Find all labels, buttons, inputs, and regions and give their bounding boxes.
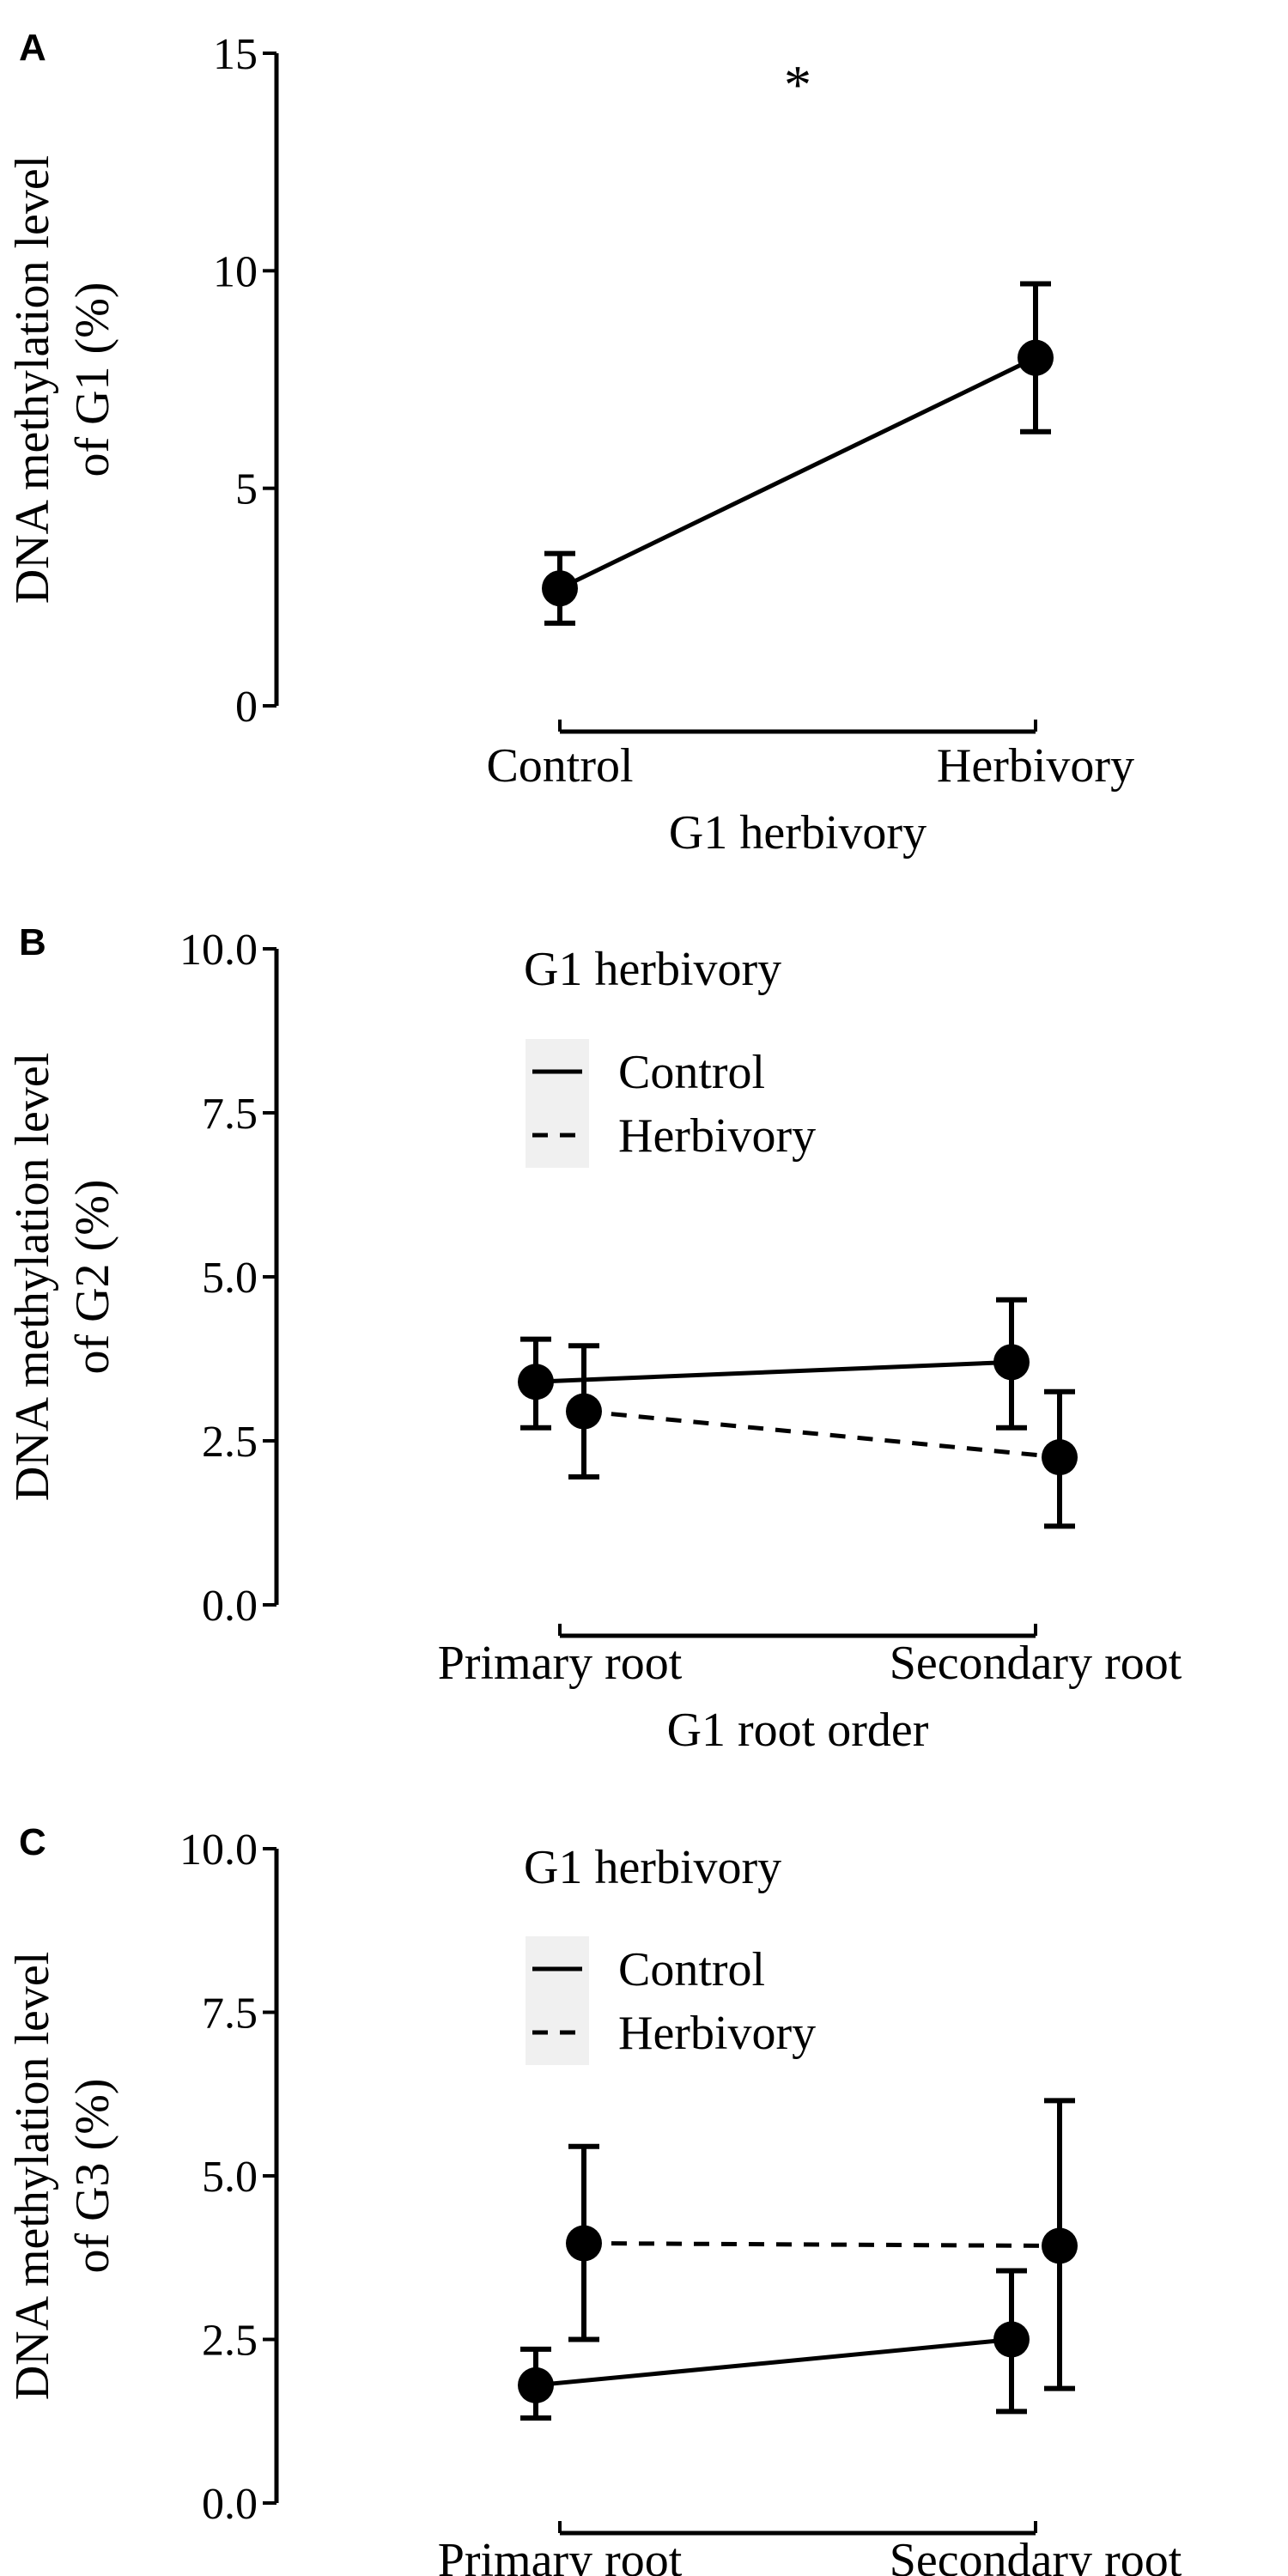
y-tick-label: 0.0 bbox=[202, 2480, 258, 2529]
legend-label: Control bbox=[618, 1046, 765, 1099]
data-point bbox=[518, 2366, 554, 2403]
panel-label: C bbox=[19, 1821, 46, 1863]
x-tick-label: Control bbox=[486, 739, 633, 793]
y-tick-label: 7.5 bbox=[202, 1090, 258, 1139]
chart-panel-a: A 0 5 10 15 DNA methylation level of G1 (%) Con… bbox=[6, 27, 1134, 860]
data-point bbox=[1042, 1439, 1078, 1476]
series-0 bbox=[518, 2268, 1030, 2421]
significance-annotation: * bbox=[784, 54, 811, 115]
x-tick-label: Herbivory bbox=[937, 739, 1134, 793]
panel-label: B bbox=[19, 921, 46, 963]
legend-key-background bbox=[526, 1039, 589, 1168]
chart-panel-c: C 0.0 2.5 5.0 7.5 10.0 DNA methylation level of… bbox=[6, 1821, 1182, 2576]
x-tick-label: Secondary root bbox=[890, 1637, 1182, 1690]
data-point bbox=[1042, 2227, 1078, 2264]
series-line bbox=[558, 355, 1037, 591]
data-point bbox=[518, 1364, 554, 1400]
y-axis-title-line: DNA methylation level bbox=[6, 1952, 59, 2401]
x-axis-title: G1 herbivory bbox=[669, 806, 927, 860]
legend-label: Herbivory bbox=[618, 1109, 816, 1163]
legend-title: G1 herbivory bbox=[524, 943, 781, 996]
y-tick-label: 5.0 bbox=[202, 2153, 258, 2202]
legend-label: Control bbox=[618, 1943, 765, 1996]
x-tick-label: Primary root bbox=[438, 1637, 683, 1690]
legend: G1 herbivory Control Herbivory bbox=[524, 943, 816, 1168]
y-tick-label: 10 bbox=[213, 247, 258, 296]
y-tick-label: 10.0 bbox=[179, 926, 258, 975]
data-point bbox=[542, 570, 578, 607]
x-tick-label: Primary root bbox=[438, 2534, 683, 2576]
series-1 bbox=[566, 2098, 1078, 2391]
legend-label: Herbivory bbox=[618, 2007, 816, 2060]
chart-panel-b: B 0.0 2.5 5.0 7.5 10.0 DNA methylation level of… bbox=[6, 921, 1182, 1757]
x-tick-label: Secondary root bbox=[890, 2534, 1182, 2576]
legend-title: G1 herbivory bbox=[524, 1841, 781, 1894]
series-0 bbox=[518, 1297, 1030, 1431]
series-0 bbox=[542, 281, 1054, 626]
y-axis-title-line: of G3 (%) bbox=[66, 2078, 119, 2273]
y-tick-label: 2.5 bbox=[202, 1418, 258, 1467]
series-line bbox=[583, 1409, 1060, 1460]
y-axis-title-line: of G1 (%) bbox=[66, 282, 119, 477]
y-axis-title-line: of G2 (%) bbox=[66, 1179, 119, 1374]
x-axis-title: G1 root order bbox=[667, 1704, 929, 1757]
panel-label: A bbox=[19, 27, 46, 69]
legend: G1 herbivory Control Herbivory bbox=[524, 1841, 816, 2065]
legend-key-background bbox=[526, 1936, 589, 2065]
y-tick-label: 7.5 bbox=[202, 1990, 258, 2038]
y-tick-label: 10.0 bbox=[179, 1826, 258, 1874]
data-point bbox=[993, 2321, 1030, 2358]
y-tick-label: 15 bbox=[213, 30, 258, 79]
data-point bbox=[566, 1393, 602, 1430]
y-tick-label: 0 bbox=[235, 683, 258, 732]
data-point bbox=[566, 2225, 602, 2262]
series-1 bbox=[566, 1343, 1078, 1529]
data-point bbox=[993, 1344, 1030, 1381]
series-line bbox=[535, 2337, 1012, 2388]
y-tick-label: 5.0 bbox=[202, 1254, 258, 1303]
y-tick-label: 5 bbox=[235, 465, 258, 514]
y-tick-label: 2.5 bbox=[202, 2317, 258, 2366]
data-point bbox=[1018, 339, 1054, 376]
series-line bbox=[535, 1359, 1012, 1384]
y-axis-title-line: DNA methylation level bbox=[6, 155, 59, 605]
y-tick-label: 0.0 bbox=[202, 1582, 258, 1631]
series-line bbox=[583, 2240, 1060, 2249]
y-axis-title-line: DNA methylation level bbox=[6, 1053, 59, 1502]
